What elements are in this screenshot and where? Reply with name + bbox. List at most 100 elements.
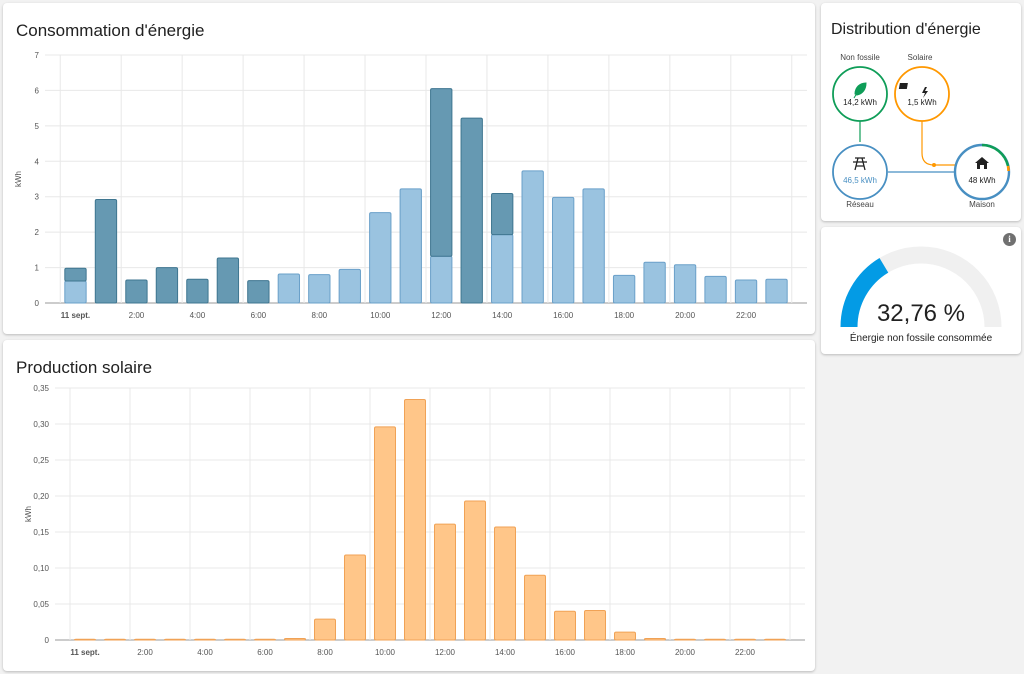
bar-solar-7 <box>284 638 306 641</box>
energy-consumption-card: Consommation d'énergie 0 1 2 3 4 5 6 7 kWh 11 sep… <box>3 3 815 334</box>
x-tick-label: 2:00 <box>129 311 145 320</box>
bar-solar-18 <box>614 631 636 641</box>
bar-solaire-15 <box>521 170 544 304</box>
home-label: Maison <box>969 200 995 209</box>
bar-non-fossile-2 <box>125 279 148 304</box>
solar-production-chart[interactable]: 0 0,05 0,10 0,15 0,20 0,25 0,30 0,35 kWh 11 sept.… <box>3 340 815 671</box>
y-tick-label: 0,30 <box>33 420 49 429</box>
bar-solar-22 <box>734 638 756 641</box>
gauge-label: Énergie non fossile consommée <box>849 333 993 344</box>
solar-production-title: Production solaire <box>16 358 153 377</box>
y-tick-label: 0,05 <box>33 600 49 609</box>
x-tick-label: 20:00 <box>675 311 696 320</box>
bar-solar-3 <box>164 638 186 641</box>
y-tick-label: 1 <box>35 264 40 273</box>
bar-solaire-12 <box>430 255 453 304</box>
bar-non-fossile-13 <box>460 117 483 304</box>
y-tick-label: 0,10 <box>33 564 49 573</box>
y-tick-label: 5 <box>35 122 40 131</box>
bar-solar-2 <box>134 638 156 641</box>
x-tick-label: 12:00 <box>435 648 456 657</box>
x-tick-label: 22:00 <box>735 648 756 657</box>
y-axis-label: kWh <box>24 506 33 522</box>
y-tick-label: 0,35 <box>33 384 49 393</box>
bar-solaire-11 <box>399 188 422 304</box>
nonfossil-value: 14,2 kWh <box>843 98 877 107</box>
bar-solaire-18 <box>612 274 636 304</box>
bar-solar-0 <box>74 638 96 641</box>
nonfossil-node[interactable]: 14,2 kWh <box>832 66 888 122</box>
x-tick-label: 10:00 <box>370 311 391 320</box>
bar-non-fossile-5 <box>216 257 240 304</box>
bar-solaire-17 <box>582 188 605 304</box>
y-tick-label: 0 <box>35 299 40 308</box>
bar-solaire-14 <box>491 234 514 304</box>
y-tick-label: 6 <box>35 86 40 95</box>
bar-solaire-10 <box>369 212 392 304</box>
bar-solaire-16 <box>551 196 575 304</box>
energy-consumption-chart[interactable]: 0 1 2 3 4 5 6 7 kWh 11 sept. 2:00 4:00 6:00 8:00 10:00… <box>3 3 815 334</box>
home-icon <box>975 157 989 169</box>
bar-solar-9 <box>344 554 366 641</box>
nonfossil-label: Non fossile <box>840 53 880 62</box>
grid-label: Réseau <box>846 200 874 209</box>
bar-solaire-23 <box>765 278 788 304</box>
bar-solaire-0 <box>64 280 87 304</box>
bar-non-fossile-6 <box>247 280 270 304</box>
x-tick-label: 16:00 <box>553 311 574 320</box>
x-tick-label: 4:00 <box>197 648 213 657</box>
solar-node[interactable]: 1,5 kWh <box>894 66 950 122</box>
grid-node[interactable]: 46,5 kWh <box>832 144 888 200</box>
bar-non-fossile-14 <box>491 193 514 236</box>
solar-flow-dot <box>932 163 936 167</box>
solar-label: Solaire <box>907 53 933 62</box>
x-tick-label: 18:00 <box>615 648 636 657</box>
y-tick-label: 7 <box>35 51 40 60</box>
x-tick-label: 8:00 <box>317 648 333 657</box>
energy-distribution-diagram: 14,2 kWh 1,5 kWh 46,5 kWh <box>832 66 1011 201</box>
leaf-icon <box>853 82 867 99</box>
x-tick-label: 6:00 <box>257 648 273 657</box>
bar-solaire-22 <box>734 279 758 304</box>
energy-consumption-title: Consommation d'énergie <box>16 21 205 40</box>
solar-power-icon <box>898 83 928 98</box>
y-tick-label: 0,25 <box>33 456 49 465</box>
bar-solar-1 <box>104 638 126 641</box>
x-tick-label: 8:00 <box>312 311 328 320</box>
bar-solar-16 <box>554 610 576 641</box>
bar-non-fossile-4 <box>186 278 209 304</box>
bar-solar-11 <box>404 399 426 641</box>
bar-solar-14 <box>494 526 516 641</box>
bar-solar-19 <box>644 638 666 641</box>
bar-solar-12 <box>434 523 456 641</box>
bar-solar-10 <box>374 426 396 641</box>
solar-production-card: Production solaire 0 0,05 0,10 0,15 0,20 0,25… <box>3 340 815 671</box>
transmission-tower-icon <box>853 157 867 171</box>
info-icon[interactable]: i <box>1003 233 1016 246</box>
energy-distribution-title: Distribution d'énergie <box>831 21 981 38</box>
bar-solaire-9 <box>338 268 361 304</box>
x-tick-label: 20:00 <box>675 648 696 657</box>
x-tick-label: 12:00 <box>431 311 452 320</box>
y-tick-label: 3 <box>35 193 40 202</box>
bar-solaire-19 <box>643 261 666 304</box>
bar-solaire-7 <box>277 273 301 304</box>
bar-solar-15 <box>524 574 546 641</box>
x-tick-label: 2:00 <box>137 648 153 657</box>
x-tick-label: 11 sept. <box>61 311 90 320</box>
solar-home-line <box>921 121 955 166</box>
y-tick-label: 4 <box>35 157 40 166</box>
bar-non-fossile-3 <box>155 267 179 304</box>
y-tick-label: 0 <box>45 636 50 645</box>
bar-solaire-21 <box>704 275 727 304</box>
x-tick-label: 14:00 <box>495 648 516 657</box>
home-node[interactable]: 48 kWh <box>953 143 1011 201</box>
x-tick-label: 22:00 <box>736 311 757 320</box>
bar-solar-20 <box>674 638 696 641</box>
y-tick-label: 2 <box>35 228 40 237</box>
bar-non-fossile-12 <box>430 88 453 257</box>
x-tick-label: 18:00 <box>614 311 635 320</box>
bar-solar-6 <box>254 638 276 641</box>
x-tick-label: 11 sept. <box>70 648 99 657</box>
y-axis-label: kWh <box>14 171 23 187</box>
